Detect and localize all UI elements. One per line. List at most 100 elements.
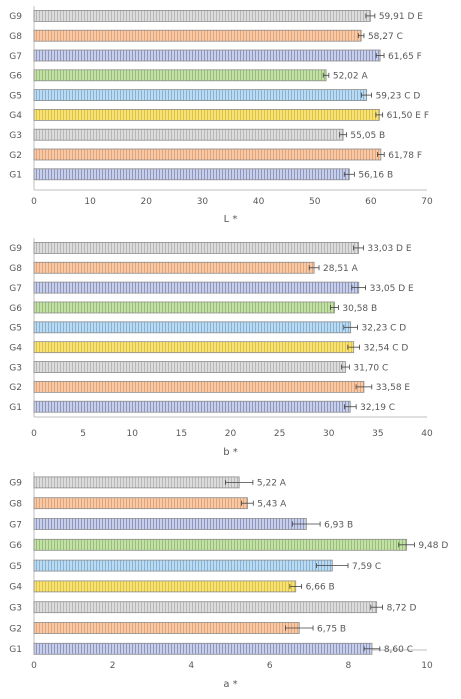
y-category-label: G4 xyxy=(9,583,22,593)
bar-b-g2 xyxy=(33,380,365,393)
x-tick-label: 35 xyxy=(372,429,383,439)
bar-a-g5 xyxy=(33,559,333,572)
y-category-label: G3 xyxy=(9,604,22,614)
y-category-label: G3 xyxy=(9,363,22,373)
bar-l-g6 xyxy=(33,69,327,82)
x-tick-label: 20 xyxy=(141,197,153,207)
data-label: 8,60 C xyxy=(384,645,413,655)
x-tick-label: 0 xyxy=(31,197,37,207)
y-category-label: G8 xyxy=(9,32,22,42)
y-category-label: G7 xyxy=(9,284,22,294)
data-label: 8,72 D xyxy=(387,604,417,614)
bar-l-g9 xyxy=(33,9,371,22)
data-label: 59,91 D E xyxy=(379,12,423,22)
bar-a-g8 xyxy=(33,497,248,510)
bar-b-g5 xyxy=(33,321,352,334)
y-category-label: G1 xyxy=(9,645,22,655)
data-label: 28,51 A xyxy=(323,264,359,274)
data-label: 32,19 C xyxy=(360,403,395,413)
data-label: 32,54 C D xyxy=(364,343,409,353)
chart-panel-a-star: 0 2 4 6 8 10 a * G1 8,60 C G2 6,75 B G3 8,72 D G4 6,66… xyxy=(9,472,448,690)
bar-a-g6 xyxy=(33,538,407,551)
x-tick-label: 60 xyxy=(365,197,377,207)
x-tick-label: 10 xyxy=(421,661,433,671)
bar-a-g4 xyxy=(33,580,297,593)
y-category-label: G5 xyxy=(9,562,22,572)
data-label: 33,05 D E xyxy=(370,284,414,294)
bar-b-g4 xyxy=(33,341,355,354)
x-tick-label: 0 xyxy=(31,429,37,439)
y-category-label: G7 xyxy=(9,52,22,62)
x-tick-label: 2 xyxy=(110,661,116,671)
y-category-label: G8 xyxy=(9,500,22,510)
y-category-label: G4 xyxy=(9,343,22,353)
data-label: 61,78 F xyxy=(388,151,422,161)
bar-b-g7 xyxy=(33,281,360,294)
y-category-label: G9 xyxy=(9,479,22,489)
data-label: 6,75 B xyxy=(317,624,346,634)
x-axis-title: L * xyxy=(224,214,238,225)
y-category-label: G6 xyxy=(9,304,22,314)
x-tick-label: 25 xyxy=(274,429,285,439)
data-label: 5,22 A xyxy=(257,479,287,489)
bar-l-g7 xyxy=(33,49,381,62)
x-tick-label: 8 xyxy=(346,661,352,671)
data-label: 55,05 B xyxy=(350,131,385,141)
data-label: 5,43 A xyxy=(257,500,287,510)
data-label: 61,65 F xyxy=(388,52,422,62)
bar-l-g5 xyxy=(33,89,367,101)
y-category-label: G6 xyxy=(9,72,22,82)
y-category-label: G5 xyxy=(9,324,22,334)
data-label: 59,23 C D xyxy=(376,91,421,101)
x-tick-label: 20 xyxy=(225,429,237,439)
y-category-label: G5 xyxy=(9,91,22,101)
data-label: 32,23 C D xyxy=(362,324,407,334)
y-category-label: G4 xyxy=(9,111,22,121)
x-tick-label: 40 xyxy=(253,197,265,207)
x-tick-label: 6 xyxy=(267,661,273,671)
bar-l-g1 xyxy=(33,168,350,181)
y-category-label: G1 xyxy=(9,171,22,181)
data-label: 6,93 B xyxy=(324,520,353,530)
bar-b-g6 xyxy=(33,301,335,314)
y-category-label: G6 xyxy=(9,541,22,551)
data-label: 56,16 B xyxy=(358,171,393,181)
x-tick-label: 40 xyxy=(421,429,433,439)
x-tick-label: 10 xyxy=(84,197,96,207)
bar-b-g3 xyxy=(33,361,346,373)
y-category-label: G1 xyxy=(9,403,22,413)
x-tick-label: 30 xyxy=(197,197,209,207)
bar-a-g7 xyxy=(33,518,307,530)
y-category-label: G7 xyxy=(9,520,22,530)
bar-a-g1 xyxy=(33,642,373,655)
data-label: 52,02 A xyxy=(333,72,369,82)
x-tick-label: 50 xyxy=(309,197,321,207)
bar-l-g8 xyxy=(33,29,362,42)
data-label: 6,66 B xyxy=(306,583,335,593)
bar-l-g4 xyxy=(33,109,380,121)
x-tick-label: 15 xyxy=(176,429,187,439)
data-label: 58,27 C xyxy=(368,32,403,42)
chart-panel-l-star: 0 10 20 30 40 50 60 70 L * G1 56,16 B G2 61,78 F G3 55… xyxy=(9,6,433,225)
data-label: 31,70 C xyxy=(353,363,388,373)
chart-panel-b-star: 0 5 10 15 20 25 30 35 40 b * G1 32,19 C G2 33,58 E G3 3… xyxy=(9,238,433,458)
bar-a-g3 xyxy=(33,601,378,614)
y-category-label: G9 xyxy=(9,12,22,22)
bar-b-g1 xyxy=(33,400,351,413)
x-axis-title: a * xyxy=(223,679,237,690)
x-tick-label: 4 xyxy=(188,661,194,671)
data-label: 33,03 D E xyxy=(367,244,411,254)
x-tick-label: 0 xyxy=(31,661,37,671)
bar-a-g9 xyxy=(33,476,240,489)
x-tick-label: 5 xyxy=(80,429,86,439)
y-category-label: G2 xyxy=(9,151,22,161)
data-label: 33,58 E xyxy=(376,383,411,393)
bar-b-g9 xyxy=(33,242,359,254)
y-category-label: G9 xyxy=(9,244,22,254)
bar-l-g3 xyxy=(33,128,344,141)
x-tick-label: 70 xyxy=(421,197,433,207)
bar-b-g8 xyxy=(33,261,315,274)
x-tick-label: 30 xyxy=(323,429,335,439)
data-label: 9,48 D xyxy=(418,541,448,551)
